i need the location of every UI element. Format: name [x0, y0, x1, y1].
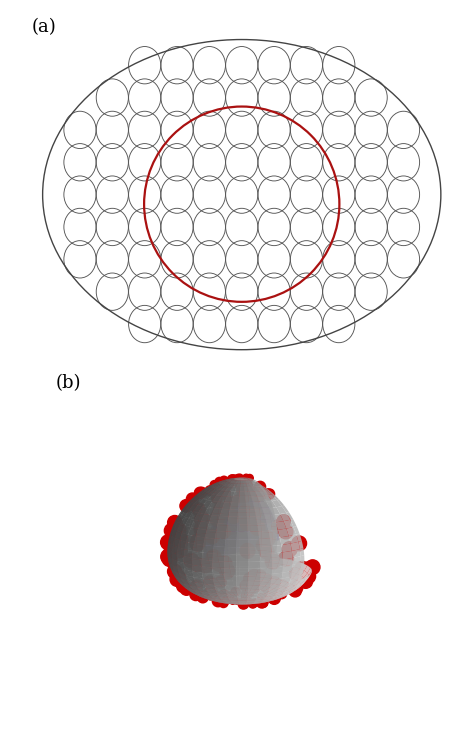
- Text: (b): (b): [55, 374, 81, 392]
- Text: (a): (a): [31, 19, 56, 37]
